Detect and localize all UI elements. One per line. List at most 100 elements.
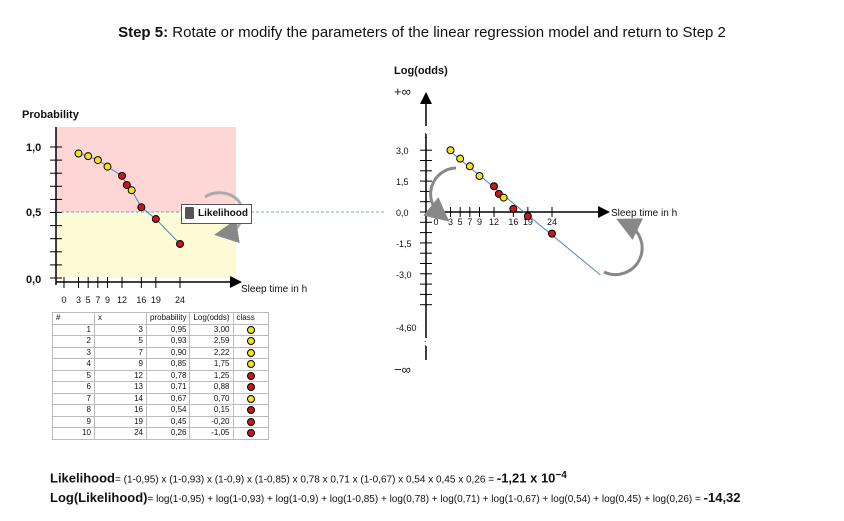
left-point-10 [176, 239, 184, 248]
right-ylabel: Log(odds) [394, 65, 448, 77]
table-cell: 0,45 [145, 415, 191, 428]
right-point-4 [475, 171, 484, 180]
table-row: 8 16 0,54 0,15 [52, 404, 269, 417]
left-ytick-0: 0,0 [26, 274, 41, 286]
table-cell: 9 [52, 415, 95, 428]
red-dot [246, 406, 255, 415]
table-cell: 3 [94, 323, 147, 336]
data-table: # x probability Log(odds) class 1 3 0,95 3,… [52, 312, 269, 440]
table-cell: 2 [52, 335, 95, 348]
table-row: 2 5 0,93 2,59 [52, 335, 269, 348]
table-row: 1 3 0,95 3,00 [52, 323, 269, 336]
left-point-7 [127, 186, 136, 195]
table-row: 6 13 0,71 0,88 [52, 381, 269, 394]
right-xtick-label: 16 [508, 217, 518, 227]
table-cell: 5 [52, 369, 95, 382]
right-xtick-label: 0 [433, 217, 438, 227]
right-xlabel: Sleep time in h [611, 208, 677, 219]
class-cell [232, 381, 269, 394]
table-cell: 0,95 [145, 323, 191, 336]
col-header: x [94, 312, 147, 325]
table-cell: 0,90 [145, 346, 191, 359]
table-cell: -1,05 [189, 427, 234, 440]
table-cell: 0,85 [145, 358, 191, 371]
calculator-icon [185, 207, 194, 220]
rotate-arrow-left [423, 166, 457, 222]
left-xtick-label: 9 [105, 295, 110, 305]
right-ytick-label: 1,5 [396, 177, 409, 187]
table-cell: 0,71 [145, 381, 191, 394]
svg-text::: : [424, 338, 427, 348]
left-point-2 [84, 152, 93, 161]
left-xtick-label: 24 [175, 295, 185, 305]
left-xtick-label: 16 [136, 295, 146, 305]
table-cell: -0,20 [189, 415, 234, 428]
right-ytick-label: 0,0 [396, 208, 409, 218]
table-cell: 3 [52, 346, 95, 359]
right-point-9 [523, 212, 532, 221]
red-dot [246, 371, 255, 380]
table-cell: 9 [94, 358, 147, 371]
table-cell: 13 [94, 381, 147, 394]
rotate-arrow-right [603, 218, 644, 277]
right-ytop: +∞ [394, 84, 411, 99]
page-title: Step 5: Rotate or modify the parameters … [118, 24, 726, 41]
table-cell: 1,75 [189, 358, 234, 371]
col-header: class [232, 312, 269, 325]
right-ybottom: −∞ [394, 362, 411, 377]
left-ytick-05: 0,5 [26, 207, 41, 219]
table-cell: 7 [94, 346, 147, 359]
right-xtick-label: 24 [547, 217, 557, 227]
table-cell: 1 [52, 323, 95, 336]
right-xtick-label: 19 [523, 217, 533, 227]
class-cell [232, 392, 269, 405]
table-cell: 0,70 [189, 392, 234, 405]
left-ytick-1: 1,0 [26, 142, 41, 154]
table-cell: 16 [94, 404, 147, 417]
table-cell: 8 [52, 404, 95, 417]
table-cell: 0,26 [145, 427, 191, 440]
table-row: 10 24 0,26 -1,05 [52, 427, 269, 440]
right-xtick-label: 9 [477, 217, 482, 227]
class-cell [232, 358, 269, 371]
table-cell: 0,88 [189, 381, 234, 394]
table-cell: 0,67 [145, 392, 191, 405]
sigmoid-curve [78, 153, 181, 245]
table-row: 5 12 0,78 1,25 [52, 369, 269, 382]
class-cell [232, 369, 269, 382]
table-cell: 24 [94, 427, 147, 440]
col-header: probability [145, 312, 191, 325]
left-xtick-label: 0 [61, 295, 66, 305]
left-xtick-label: 3 [76, 295, 81, 305]
table-row: 7 14 0,67 0,70 [52, 392, 269, 405]
right-point-1 [446, 146, 455, 155]
right-point-7 [499, 193, 508, 202]
table-cell: 0,93 [145, 335, 191, 348]
table-cell: 4 [52, 358, 95, 371]
red-dot [246, 429, 255, 438]
table-cell: 10 [52, 427, 95, 440]
table-cell: 0,15 [189, 404, 234, 417]
table-cell: 2,59 [189, 335, 234, 348]
right-xtick-label: 12 [489, 217, 499, 227]
yellow-dot [246, 337, 255, 346]
yellow-dot [246, 360, 255, 369]
table-cell: 1,25 [189, 369, 234, 382]
likelihood-badge: Likelihood [181, 204, 252, 224]
left-point-3 [93, 156, 102, 165]
class-cell [232, 323, 269, 336]
right-point-5 [490, 182, 498, 191]
right-xtick-label: 3 [448, 217, 453, 227]
right-point-8 [509, 204, 518, 213]
red-dot [246, 383, 255, 392]
right-xtick-label: 5 [458, 217, 463, 227]
left-xtick-label: 19 [151, 295, 161, 305]
class-cell [232, 415, 269, 428]
right-point-3 [465, 162, 474, 171]
left-ylabel: Probability [22, 109, 80, 121]
table-cell: 7 [52, 392, 95, 405]
table-cell: 12 [94, 369, 147, 382]
table-cell: 19 [94, 415, 147, 428]
col-header: Log(odds) [189, 312, 234, 325]
likelihood-formula: Likelihood= (1-0,95) x (1-0,93) x (1-0,9… [50, 470, 567, 486]
